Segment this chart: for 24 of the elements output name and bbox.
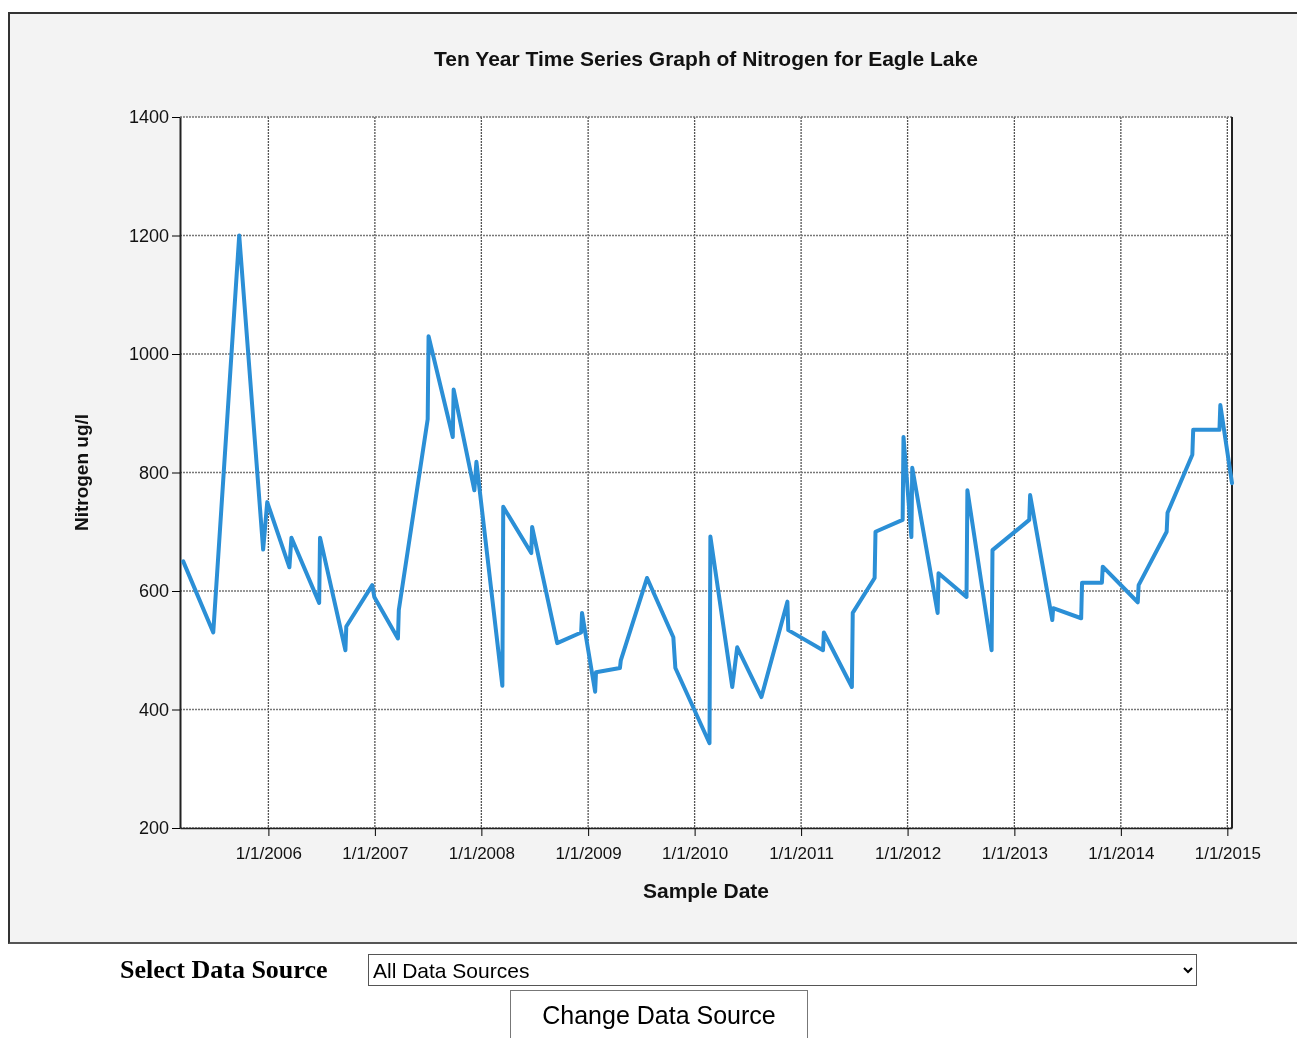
y-tick-label: 800 — [138, 462, 169, 483]
change-source-button: Change Data Source — [510, 990, 808, 1038]
y-tick-label: 1400 — [128, 107, 169, 128]
x-tick-label: 1/1/2013 — [981, 844, 1048, 864]
x-tick-label: 1/1/2012 — [875, 844, 942, 864]
y-axis-title: Nitrogen ug/l — [71, 413, 92, 532]
x-tick-label: 1/1/2010 — [662, 844, 729, 864]
data-source-select: All Data Sources — [368, 954, 1197, 986]
x-tick-label: 1/1/2006 — [235, 844, 302, 864]
y-tick-label: 400 — [138, 699, 169, 720]
y-tick-label: 1000 — [128, 344, 169, 365]
line-series — [181, 233, 1234, 746]
x-tick-label: 1/1/2015 — [1194, 844, 1261, 864]
x-tick-label: 1/1/2014 — [1088, 844, 1155, 864]
x-tick-label: 1/1/2009 — [555, 844, 622, 864]
text: Select Data Source — [120, 955, 328, 985]
x-tick-label: 1/1/2007 — [342, 844, 409, 864]
x-tick-label: 1/1/2008 — [448, 844, 515, 864]
y-tick-label: 600 — [138, 581, 169, 602]
y-tick-label: 1200 — [128, 225, 169, 246]
chart-title: Ten Year Time Series Graph of Nitrogen for Eagle Lake — [434, 47, 978, 70]
y-tick-label: 200 — [138, 818, 169, 839]
x-axis-title: Sample Date — [642, 879, 770, 902]
x-tick-label: 1/1/2011 — [769, 844, 835, 864]
